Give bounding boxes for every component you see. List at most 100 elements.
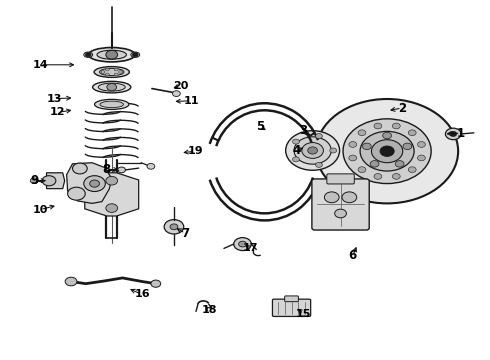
Circle shape [105,73,109,76]
Text: 10: 10 [32,204,48,215]
Circle shape [335,209,346,218]
Text: 14: 14 [32,60,48,70]
Text: 5: 5 [256,120,264,133]
Circle shape [370,161,379,167]
Ellipse shape [99,68,124,76]
Circle shape [107,84,117,91]
Text: 17: 17 [243,243,259,253]
Ellipse shape [131,52,140,57]
Circle shape [151,280,161,287]
Circle shape [132,53,138,57]
Polygon shape [67,163,112,203]
Circle shape [119,71,122,73]
Circle shape [293,157,299,162]
Text: 1: 1 [457,127,465,140]
Circle shape [42,176,56,186]
Circle shape [234,238,251,251]
Circle shape [308,147,318,154]
Text: 15: 15 [296,309,312,319]
Text: 3: 3 [299,124,307,137]
Circle shape [294,137,331,164]
Ellipse shape [98,83,125,91]
Circle shape [106,204,118,212]
Text: 7: 7 [181,227,189,240]
Circle shape [417,155,425,161]
Circle shape [445,128,461,140]
Text: 4: 4 [293,144,300,157]
Circle shape [106,50,118,59]
Circle shape [392,174,400,179]
Circle shape [349,155,357,161]
Circle shape [374,123,382,129]
Circle shape [30,178,38,184]
Ellipse shape [94,67,129,77]
Circle shape [118,167,125,173]
FancyBboxPatch shape [285,296,298,302]
Circle shape [164,220,184,234]
Circle shape [286,131,340,170]
Circle shape [170,224,178,230]
Ellipse shape [95,99,129,109]
Circle shape [114,68,118,71]
Circle shape [408,167,416,172]
Text: 12: 12 [50,107,66,117]
Circle shape [342,192,357,203]
Circle shape [239,241,246,247]
Ellipse shape [100,101,123,108]
Circle shape [374,174,382,179]
Circle shape [85,53,91,57]
Circle shape [392,123,400,129]
Circle shape [395,161,404,167]
Circle shape [293,139,299,144]
Circle shape [316,134,322,139]
Text: 20: 20 [172,81,188,91]
Circle shape [114,73,118,76]
Circle shape [383,132,392,139]
Text: 8: 8 [103,163,111,176]
FancyBboxPatch shape [327,174,354,184]
Circle shape [302,143,323,158]
Circle shape [316,99,458,203]
Circle shape [450,131,457,136]
Circle shape [316,162,322,167]
Circle shape [73,163,87,174]
Circle shape [147,163,155,169]
Text: 2: 2 [398,102,406,114]
Circle shape [403,143,412,150]
Circle shape [363,143,371,150]
Text: 13: 13 [46,94,62,104]
Ellipse shape [88,48,135,62]
Text: 9: 9 [30,174,38,187]
Circle shape [90,180,99,187]
Circle shape [172,91,180,96]
Circle shape [324,192,339,203]
Text: 19: 19 [187,146,203,156]
Ellipse shape [93,81,131,93]
Circle shape [68,187,85,200]
Text: 6: 6 [349,249,357,262]
Text: 18: 18 [202,305,218,315]
Polygon shape [47,173,65,189]
Text: 11: 11 [183,96,199,106]
Circle shape [408,130,416,136]
Polygon shape [85,173,139,216]
Circle shape [330,148,337,153]
Circle shape [65,277,77,286]
Circle shape [343,119,431,184]
FancyBboxPatch shape [312,179,369,230]
Circle shape [358,130,366,136]
Circle shape [349,141,357,147]
Circle shape [360,131,414,171]
Circle shape [106,176,118,185]
Circle shape [105,68,109,71]
Circle shape [417,141,425,147]
Circle shape [380,146,394,156]
Text: 16: 16 [134,289,150,300]
Ellipse shape [97,50,126,59]
FancyBboxPatch shape [272,299,311,316]
Circle shape [101,71,105,73]
Circle shape [84,176,105,192]
Ellipse shape [84,52,93,57]
Circle shape [371,140,403,163]
Circle shape [358,167,366,172]
